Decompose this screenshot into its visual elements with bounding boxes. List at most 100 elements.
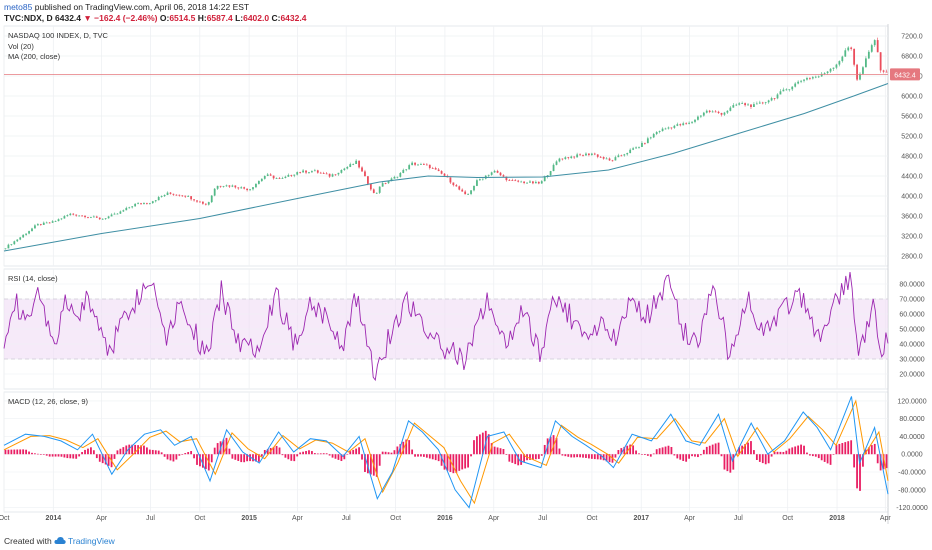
macd-histogram-bar <box>629 444 632 455</box>
macd-histogram-bar <box>131 444 134 455</box>
macd-histogram-bar <box>638 453 640 455</box>
last-price-tag <box>890 68 920 81</box>
macd-histogram-bar <box>387 452 390 455</box>
macd-histogram-bar <box>364 454 366 472</box>
macd-histogram-bar <box>113 454 116 459</box>
macd-histogram-bar <box>540 454 543 456</box>
macd-histogram-bar <box>116 450 119 455</box>
macd-histogram-bar <box>240 454 243 463</box>
candle-body <box>865 58 867 68</box>
macd-histogram-bar <box>670 446 673 455</box>
macd-histogram-bar <box>72 454 75 459</box>
macd-histogram-bar <box>532 454 534 460</box>
candle-body <box>838 61 841 65</box>
macd-histogram-bar <box>561 454 564 456</box>
macd-histogram-bar <box>213 447 216 455</box>
candle-body <box>797 81 800 84</box>
candle-body <box>31 228 33 232</box>
macd-histogram-bar <box>697 454 699 458</box>
macd-histogram-bar <box>25 449 27 455</box>
macd-histogram-bar <box>107 454 110 466</box>
tradingview-brand-link[interactable]: TradingView <box>68 536 115 546</box>
macd-histogram-bar <box>122 447 125 455</box>
chart-area[interactable]: Oct 2014 Apr Jul Oct 2015 Apr Jul Oct 2016 Apr Jul O… <box>0 24 932 532</box>
low-label: L: <box>235 13 244 23</box>
candle-body <box>172 193 175 195</box>
macd-histogram-bar <box>63 454 66 458</box>
macd-histogram-bar <box>260 454 263 457</box>
candle-body <box>452 182 455 186</box>
candle-body <box>381 183 384 187</box>
macd-histogram-bar <box>520 454 523 465</box>
candle-body <box>767 100 770 103</box>
macd-histogram-bar <box>275 445 278 455</box>
macd-histogram-bar <box>461 454 464 470</box>
username-link[interactable]: meto85 <box>4 2 33 12</box>
macd-histogram-bar <box>661 447 664 455</box>
macd-histogram-bar <box>467 454 469 468</box>
macd-histogram-bar <box>381 451 384 455</box>
candle-body <box>537 181 540 184</box>
macd-histogram-bar <box>794 446 797 455</box>
candle-body <box>325 173 328 175</box>
macd-histogram-bar <box>246 454 248 462</box>
candle-body <box>322 172 325 174</box>
candle-body <box>216 185 219 189</box>
macd-histogram-bar <box>437 454 440 462</box>
low-value: 6402.0 <box>243 13 270 23</box>
macd-histogram-bar <box>78 454 81 457</box>
candle-body <box>870 45 873 52</box>
macd-histogram-bar <box>732 454 735 470</box>
candle-body <box>779 91 782 95</box>
macd-histogram-bar <box>664 446 667 455</box>
macd-histogram-bar <box>585 454 587 458</box>
candle-body <box>243 187 246 189</box>
macd-histogram-bar <box>841 443 844 455</box>
candle-body <box>72 213 75 215</box>
candle-body <box>428 164 431 169</box>
macd-histogram-bar <box>34 453 36 455</box>
price-change: ▼ −162.4 (−2.46%) <box>83 13 158 23</box>
macd-histogram-bar <box>493 446 496 455</box>
candle-body <box>207 202 210 205</box>
macd-histogram-bar <box>791 447 794 455</box>
macd-histogram-bar <box>838 443 841 455</box>
macd-histogram-bar <box>823 454 826 462</box>
candle-body <box>78 215 81 217</box>
macd-histogram-bar <box>699 454 702 456</box>
candle-body <box>266 174 269 177</box>
macd-histogram-bar <box>84 449 86 455</box>
macd-histogram-bar <box>797 445 800 455</box>
candle-body <box>287 174 290 177</box>
symbol-info: TVC:NDX, D 6432.4 ▼ −162.4 (−2.46%) O:65… <box>4 12 306 24</box>
candle-body <box>63 216 66 219</box>
macd-histogram-bar <box>166 454 169 460</box>
candle-body <box>269 174 272 176</box>
candle-body <box>820 73 823 77</box>
candle-body <box>184 195 187 197</box>
candle-body <box>714 111 717 113</box>
macd-histogram-bar <box>590 454 593 459</box>
macd-histogram-bar <box>596 454 599 460</box>
candle-body <box>154 200 157 202</box>
macd-tick-label: -120.0000 <box>896 505 928 512</box>
macd-histogram-bar <box>882 454 885 470</box>
candle-body <box>508 180 511 181</box>
candle-body <box>526 182 528 184</box>
macd-histogram-bar <box>770 454 773 457</box>
macd-histogram-bar <box>408 440 411 455</box>
macd-histogram-bar <box>249 454 251 462</box>
macd-histogram-bar <box>257 454 260 462</box>
candle-body <box>605 158 608 160</box>
candle-body <box>337 172 340 175</box>
macd-histogram-bar <box>204 454 207 470</box>
candle-body <box>726 110 729 113</box>
macd-histogram-bar <box>346 453 349 455</box>
rsi-tick-label: 30.0000 <box>899 357 924 364</box>
x-tick-label: Jul <box>342 515 351 522</box>
macd-histogram-bar <box>458 454 461 471</box>
candle-body <box>225 185 228 187</box>
macd-histogram-bar <box>667 445 670 455</box>
price-panel-frame <box>3 25 889 267</box>
candle-body <box>688 122 690 124</box>
